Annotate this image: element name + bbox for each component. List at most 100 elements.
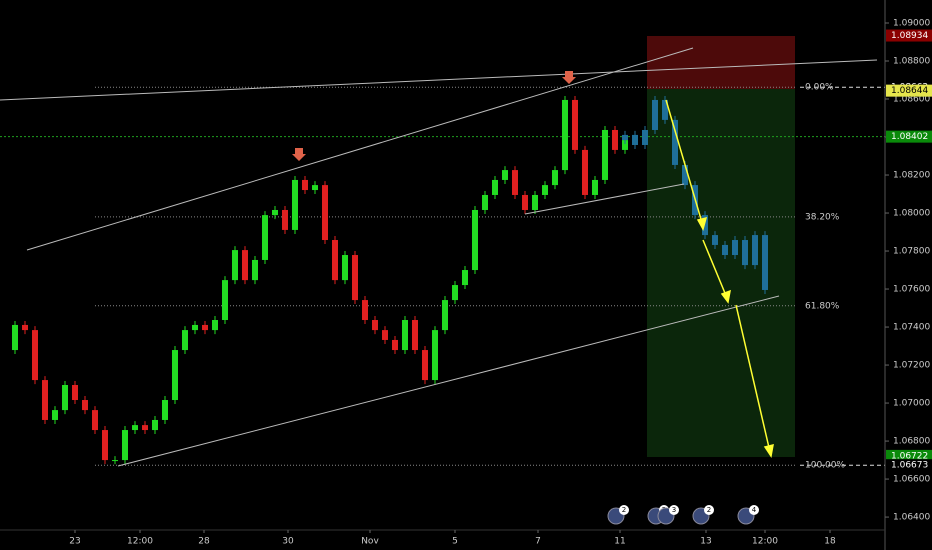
candle: [162, 400, 168, 420]
candle: [282, 209, 288, 230]
x-tick-label: 23: [69, 537, 80, 547]
candle: [142, 425, 148, 431]
candle: [192, 324, 198, 331]
candle: [442, 300, 448, 331]
candle: [532, 194, 538, 210]
x-tick-label: Nov: [361, 537, 379, 547]
x-tick-label: 12:00: [752, 537, 778, 547]
price-tag: [886, 449, 932, 462]
grid-layer: [0, 86, 885, 466]
y-tick-label: 1.07000: [893, 399, 930, 409]
x-tick-label: 18: [824, 537, 836, 547]
candle: [732, 240, 738, 256]
price-tag: [886, 130, 932, 143]
forecast-arrows: [665, 99, 774, 458]
candle: [42, 380, 48, 420]
candle: [492, 179, 498, 195]
candle: [152, 419, 158, 431]
candle: [412, 320, 418, 351]
candle: [372, 320, 378, 331]
fib-label: 0.00%: [805, 83, 834, 93]
candle: [122, 430, 128, 461]
candle: [232, 250, 238, 281]
candle: [652, 99, 658, 130]
candle: [132, 425, 138, 431]
candle: [512, 170, 518, 195]
event-badge: [704, 505, 714, 515]
fib-label: 61.80%: [805, 301, 840, 311]
arrow: [665, 99, 704, 227]
fib-label: 100.00%: [805, 461, 845, 471]
candle: [62, 385, 68, 411]
arrow-head: [696, 216, 708, 231]
candle: [422, 350, 428, 381]
price-tag-label: 1.08644: [891, 86, 928, 96]
candle: [72, 385, 78, 401]
candle: [722, 244, 728, 256]
event-badge: [669, 505, 679, 515]
candle: [752, 235, 758, 266]
candle: [272, 209, 278, 216]
marks-layer: [12, 95, 768, 465]
labels-layer: 1.090001.088001.086001.084001.082001.080…: [69, 18, 932, 547]
candle: [222, 280, 228, 321]
candle: [572, 99, 578, 150]
drawings: [0, 47, 878, 467]
trendline: [26, 47, 694, 251]
trendline: [0, 59, 878, 101]
candle: [262, 215, 268, 260]
candle: [602, 129, 608, 180]
candle: [552, 170, 558, 186]
price-tag-label: 1.06673: [891, 461, 928, 471]
x-tick-label: 12:00: [127, 537, 153, 547]
event-count: 2: [622, 506, 626, 514]
marker: [562, 71, 576, 84]
candle: [302, 179, 308, 191]
candle: [102, 430, 108, 461]
y-tick-label: 1.06800: [893, 437, 930, 447]
x-tick-label: 28: [198, 537, 210, 547]
y-tick-label: 1.08600: [893, 95, 930, 105]
y-tick-label: 1.08000: [893, 209, 930, 219]
candle: [672, 119, 678, 165]
candle: [642, 129, 648, 145]
y-tick-label: 1.06600: [893, 475, 930, 485]
event-count: 3: [672, 506, 676, 514]
arrow-head: [763, 443, 774, 458]
candle: [622, 140, 628, 150]
stop-zone: [647, 36, 795, 89]
candle: [312, 185, 318, 191]
candle: [92, 410, 98, 431]
candle: [522, 194, 528, 210]
y-tick-label: 1.07600: [893, 285, 930, 295]
event-badge: [749, 505, 759, 515]
candle: [182, 330, 188, 351]
candle: [322, 185, 328, 241]
x-tick-label: 5: [452, 537, 458, 547]
candle: [82, 400, 88, 411]
y-tick-label: 1.08200: [893, 171, 930, 181]
candle: [172, 350, 178, 401]
candle: [292, 179, 298, 230]
candle: [252, 259, 258, 281]
fib-label: 38.20%: [805, 212, 840, 222]
candle: [52, 410, 58, 420]
price-tag: [886, 459, 932, 472]
candle: [362, 300, 368, 321]
candle: [402, 320, 408, 351]
price-tag-label: 1.06722: [891, 451, 928, 461]
candle: [22, 324, 28, 331]
peak-markers: [292, 71, 576, 161]
y-tick-label: 1.09000: [893, 18, 930, 28]
candle: [622, 134, 628, 141]
x-tick-label: 30: [282, 537, 294, 547]
candle: [342, 255, 348, 281]
y-tick-label: 1.07400: [893, 323, 930, 333]
candle: [712, 235, 718, 245]
candle: [632, 134, 638, 145]
arrow-head: [720, 289, 731, 304]
candle: [462, 270, 468, 286]
event-count: 2: [707, 506, 711, 514]
candle: [112, 460, 118, 462]
